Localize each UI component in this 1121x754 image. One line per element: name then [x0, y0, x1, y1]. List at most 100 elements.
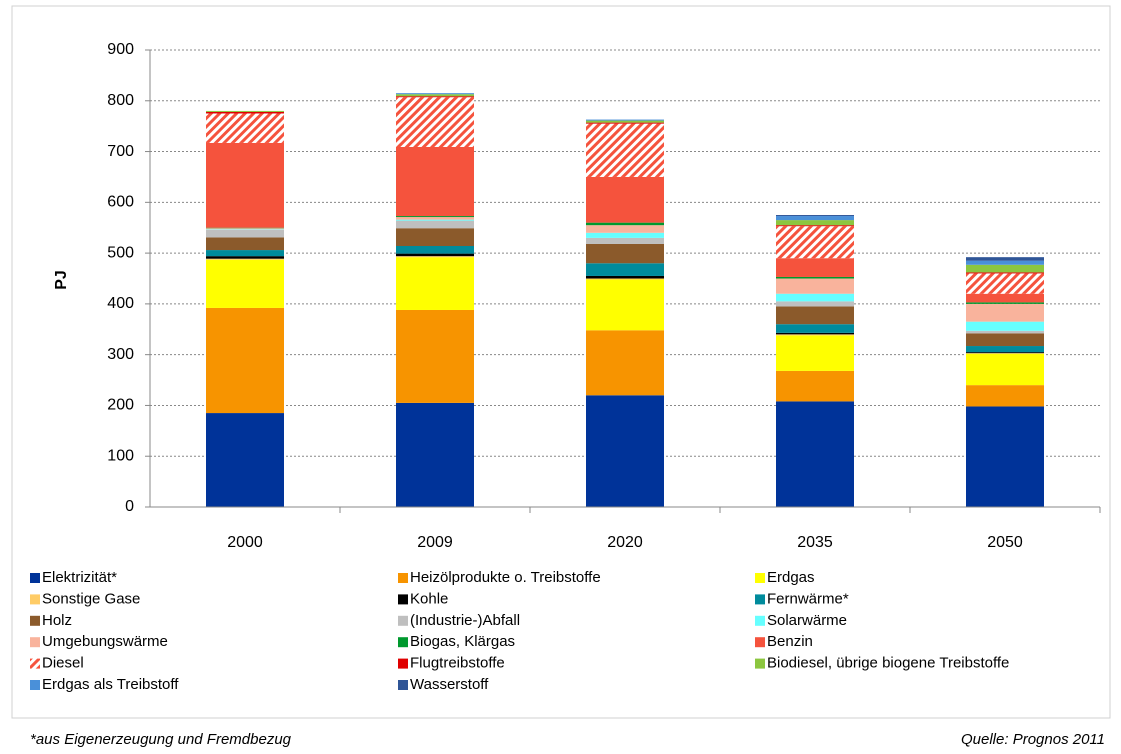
bar-segment: [776, 334, 854, 336]
bar-segment: [966, 353, 1044, 386]
x-tick-label: 2009: [417, 534, 453, 551]
bar-segment: [776, 215, 854, 217]
legend-label: Sonstige Gase: [42, 590, 140, 607]
legend-swatch: [755, 615, 765, 626]
bar-segment: [966, 330, 1044, 334]
bar-segment: [776, 226, 854, 259]
bar-segment: [206, 111, 284, 114]
bar-segment: [586, 237, 664, 244]
bar-segment: [966, 273, 1044, 294]
legend-label: Heizölprodukte o. Treibstoffe: [410, 569, 601, 586]
bar-segment: [206, 237, 284, 251]
bar-segment: [966, 293, 1044, 303]
bar-segment: [776, 332, 854, 335]
y-axis-label: PJ: [53, 270, 70, 290]
bar-segment: [776, 306, 854, 325]
bar-segment: [586, 275, 664, 279]
legend-swatch: [398, 637, 408, 648]
legend-swatch: [30, 680, 40, 690]
legend-swatch: [30, 615, 40, 626]
bar-segment: [206, 413, 284, 507]
legend-label: Solarwärme: [767, 612, 847, 629]
bar-segment: [586, 225, 664, 233]
y-tick-label: 700: [107, 143, 134, 160]
bar-segment: [396, 402, 474, 507]
bar-segment: [776, 225, 854, 227]
bar-segment: [396, 217, 474, 220]
source: Quelle: Prognos 2011: [961, 731, 1105, 748]
bar-segment: [396, 93, 474, 95]
legend-label: Benzin: [767, 633, 813, 650]
bar-segment: [776, 220, 854, 226]
legend-swatch: [755, 658, 765, 669]
bar-segment: [206, 259, 284, 308]
bar-segment: [776, 258, 854, 277]
bar-segment: [396, 220, 474, 229]
bar-segment: [396, 228, 474, 247]
legend-swatch: [30, 594, 40, 605]
legend-label: Umgebungswärme: [42, 633, 168, 650]
y-tick-label: 900: [107, 41, 134, 58]
legend-label: Kohle: [410, 590, 448, 607]
bar-segment: [776, 276, 854, 279]
bar-segment: [776, 278, 854, 294]
y-tick-label: 300: [107, 346, 134, 363]
legend-swatch: [755, 594, 765, 605]
legend-swatch: [755, 573, 765, 583]
bar-segment: [206, 229, 284, 230]
bar-segment: [396, 309, 474, 403]
legend-swatch: [398, 680, 408, 690]
bar-segment: [966, 302, 1044, 304]
legend-swatch: [30, 637, 40, 648]
bar-segment: [586, 119, 664, 121]
y-tick-label: 400: [107, 295, 134, 312]
bar-segment: [966, 385, 1044, 407]
bar-segment: [396, 146, 474, 217]
bar-segment: [396, 246, 474, 254]
bar-segment: [776, 324, 854, 333]
legend-swatch: [398, 658, 408, 669]
bar-segment: [966, 257, 1044, 261]
bar-segment: [586, 122, 664, 124]
bar-segment: [396, 94, 474, 97]
legend-swatch: [30, 573, 40, 583]
legend-swatch: [398, 615, 408, 626]
chart-frame: [11, 5, 1111, 719]
bar-segment: [586, 279, 664, 331]
y-tick-label: 200: [107, 397, 134, 414]
bar-segment: [586, 120, 664, 123]
legend-label: Fernwärme*: [767, 590, 849, 607]
legend-label: Erdgas als Treibstoff: [42, 676, 179, 693]
bar-segment: [776, 216, 854, 221]
bar-segment: [396, 97, 474, 147]
bar-segment: [586, 222, 664, 226]
y-tick-label: 100: [107, 447, 134, 464]
legend-label: Biogas, Klärgas: [410, 633, 515, 650]
x-tick-label: 2020: [607, 534, 643, 551]
bar-segment: [396, 96, 474, 98]
bar-segment: [776, 293, 854, 302]
bar-segment: [206, 307, 284, 414]
legend-label: Erdgas: [767, 569, 815, 586]
bar-segment: [966, 352, 1044, 354]
bar-segment: [966, 260, 1044, 265]
bar-segment: [586, 176, 664, 223]
bar-segment: [966, 264, 1044, 273]
bar-segment: [206, 113, 284, 143]
bar-segment: [206, 228, 284, 230]
footnote: *aus Eigenerzeugung und Fremdbezug: [30, 731, 292, 748]
legend-label: (Industrie-)Abfall: [410, 612, 520, 629]
legend-swatch: [30, 658, 40, 669]
legend-swatch: [398, 594, 408, 605]
bar-segment: [966, 321, 1044, 331]
bar-segment: [206, 229, 284, 238]
bar-segment: [586, 278, 664, 280]
y-tick-label: 0: [125, 498, 134, 515]
bar-segment: [586, 263, 664, 276]
bar-segment: [776, 370, 854, 402]
bar-segment: [206, 142, 284, 228]
bar-segment: [206, 227, 284, 229]
bar-segment: [586, 232, 664, 238]
bar-segment: [966, 353, 1044, 354]
y-tick-label: 600: [107, 194, 134, 211]
